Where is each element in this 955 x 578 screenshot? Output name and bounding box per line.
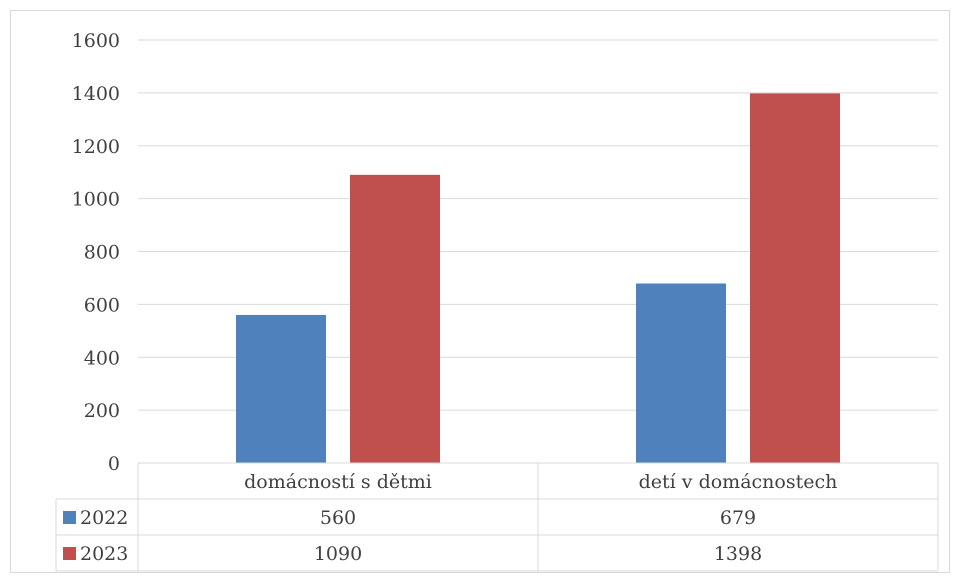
y-tick-label: 0 (108, 453, 120, 475)
data-table-value: 679 (720, 507, 756, 529)
data-table-value: 1090 (314, 543, 362, 565)
y-tick-label: 200 (84, 400, 120, 422)
legend-label: 2023 (80, 543, 128, 565)
bar (750, 93, 840, 463)
legend-key (63, 511, 76, 524)
x-category-label: domácností s dětmi (244, 471, 432, 493)
y-tick-label: 400 (84, 347, 120, 369)
bar (636, 283, 726, 463)
y-tick-label: 1200 (72, 136, 120, 158)
bar (236, 314, 326, 463)
y-tick-label: 1000 (72, 189, 120, 211)
y-tick-label: 1400 (72, 83, 120, 105)
legend-label: 2022 (80, 507, 128, 529)
y-tick-label: 600 (84, 294, 120, 316)
y-tick-label: 800 (84, 242, 120, 264)
bar (350, 174, 440, 464)
y-tick-label: 1600 (72, 30, 120, 52)
legend-key (63, 547, 76, 560)
data-table-value: 560 (320, 507, 356, 529)
data-table-value: 1398 (714, 543, 762, 565)
x-category-label: detí v domácnostech (639, 471, 838, 493)
